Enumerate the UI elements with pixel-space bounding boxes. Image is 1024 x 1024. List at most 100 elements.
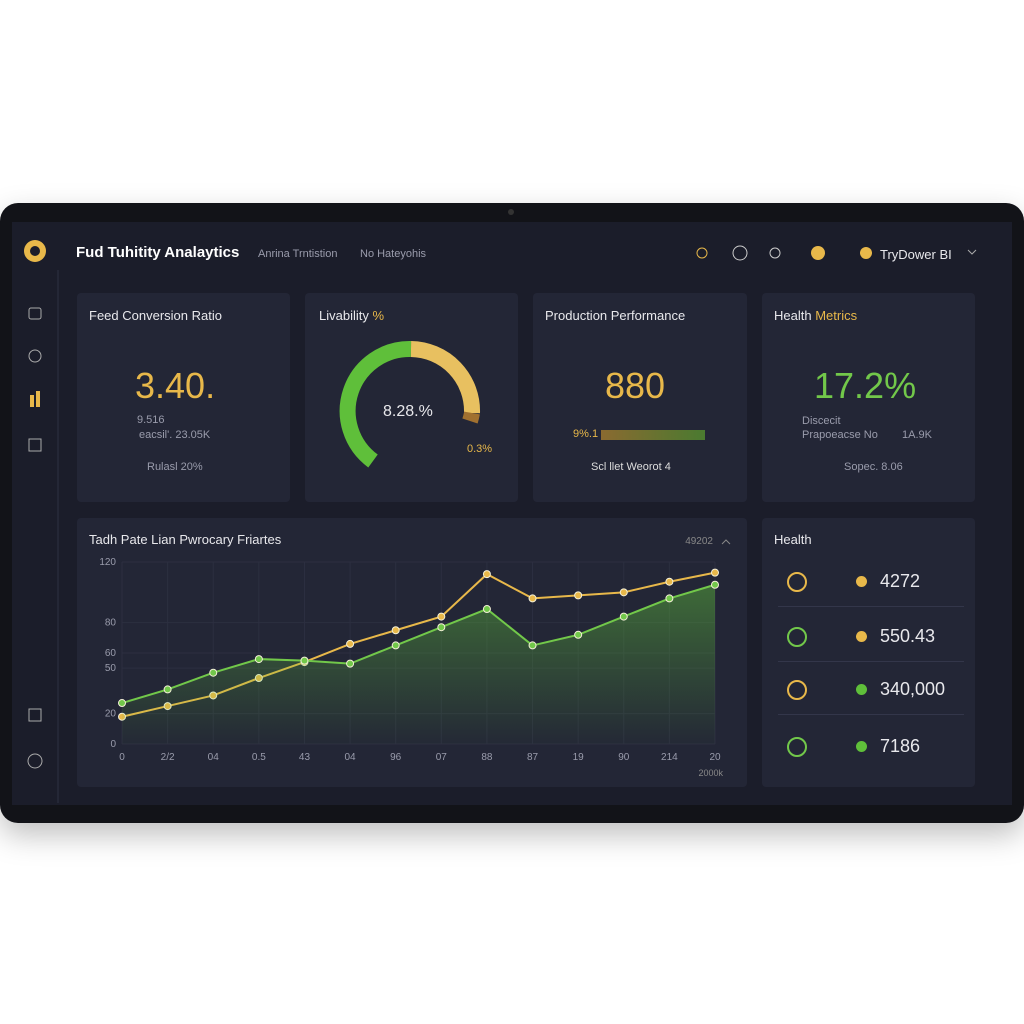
point — [391, 626, 400, 635]
nav-icon[interactable] — [28, 708, 42, 722]
health-icon — [787, 572, 807, 592]
point — [482, 605, 491, 614]
nav-icon[interactable] — [27, 753, 43, 769]
point — [437, 623, 446, 632]
kpi-footer: Rulasl 20% — [147, 461, 203, 473]
point — [574, 591, 583, 600]
camera — [508, 209, 514, 215]
x-tick-label: 0.5 — [252, 752, 266, 763]
collapse-chevron[interactable] — [721, 539, 731, 545]
header-icon[interactable] — [732, 245, 748, 261]
gauge-arc — [339, 340, 412, 468]
tab[interactable]: No Hateyohis — [360, 248, 427, 260]
y-tick-label: 60 — [105, 648, 117, 659]
gauge-arc — [462, 411, 480, 424]
y-tick-label: 20 — [105, 709, 117, 720]
health-icon — [787, 680, 807, 700]
point — [711, 568, 719, 577]
x-tick-label: 87 — [527, 752, 539, 763]
health-value: 550.43 — [880, 626, 936, 646]
x-tick-label: 04 — [208, 752, 220, 763]
card-title-accent: % — [372, 308, 385, 323]
kpi-card: Production Performance 880 9%.1 Scl llet… — [533, 293, 747, 502]
point — [346, 639, 355, 648]
status-dot — [856, 576, 867, 587]
health-icon — [787, 737, 807, 757]
card-title-accent: Metrics — [815, 308, 858, 323]
health-row: 7186 — [762, 732, 975, 760]
user-name[interactable]: TryDower BI — [880, 247, 952, 262]
point — [391, 641, 400, 650]
point — [482, 570, 491, 579]
gauge — [339, 340, 481, 468]
kpi-detail: Prapoeacse No — [802, 429, 878, 441]
health-icon-ring — [787, 737, 807, 757]
nav-icon[interactable] — [30, 395, 34, 407]
y-tick-label: 80 — [105, 618, 117, 629]
gauge-footer: 0.3% — [467, 443, 493, 455]
area — [122, 584, 715, 744]
x-tick-label: 07 — [436, 752, 448, 763]
tab[interactable]: Anrina Trntistion — [258, 248, 338, 260]
x-tick-label: 04 — [345, 752, 357, 763]
x-tick-label: 214 — [661, 752, 678, 763]
nav-icon[interactable] — [28, 438, 42, 452]
health-value: 4272 — [880, 571, 921, 591]
health-icon — [787, 627, 807, 647]
card-title: Health Metrics — [774, 308, 857, 323]
nav-icon[interactable] — [28, 307, 42, 320]
separator — [778, 661, 964, 662]
header-icon[interactable] — [811, 246, 825, 260]
x-tick-label: 0 — [119, 752, 125, 763]
card-title: Livability % — [319, 308, 384, 323]
app-title: Fud Tuhitity Analaytics — [76, 244, 240, 261]
point — [437, 612, 446, 621]
nav-icon[interactable] — [28, 349, 42, 363]
x-tick-label: 20 — [709, 752, 721, 763]
kpi-card: Livability % 8.28.% 0.3% — [305, 293, 518, 502]
kpi-footer: Sopec. 8.06 — [844, 461, 903, 473]
point — [619, 612, 628, 621]
kpi-detail: Discecit — [802, 415, 841, 427]
x-tick-label: 19 — [573, 752, 585, 763]
x-tick-label: 2/2 — [161, 752, 175, 763]
separator — [778, 714, 964, 715]
health-row: 550.43 — [762, 622, 975, 650]
point — [209, 668, 218, 677]
progress-bar — [601, 430, 705, 440]
point — [528, 594, 537, 603]
date-label: 49202 — [685, 536, 713, 547]
y-tick-label: 50 — [105, 663, 117, 674]
point — [574, 630, 583, 639]
card-title: Feed Conversion Ratio — [89, 308, 222, 323]
point — [665, 577, 674, 586]
y-tick-label: 0 — [110, 739, 116, 750]
dropdown-chevron[interactable] — [967, 249, 977, 255]
kpi-detail: 9.516 — [137, 414, 165, 426]
status-dot — [856, 631, 867, 642]
health-icon-ring — [787, 627, 807, 647]
point — [163, 685, 172, 694]
card-title-text: Health — [774, 308, 812, 323]
separator — [778, 606, 964, 607]
health-row: 4272 — [762, 567, 975, 595]
kpi-footer: Scl llet Weorot 4 — [591, 461, 671, 473]
header-icon[interactable] — [769, 247, 781, 259]
user-avatar[interactable] — [860, 247, 872, 259]
point — [665, 594, 674, 603]
point — [254, 655, 263, 664]
chart-title: Tadh Pate Lian Pwrocary Friartes — [89, 532, 282, 547]
header-icon[interactable] — [696, 247, 708, 259]
chart-card: Tadh Pate Lian Pwrocary Friartes 49202 2… — [77, 518, 747, 787]
status-dot — [856, 684, 867, 695]
line — [121, 583, 716, 705]
health-icon-ring — [787, 572, 807, 592]
kpi-card: Feed Conversion Ratio 3.40. 9.516 eacsil… — [77, 293, 290, 502]
health-icon-ring — [787, 680, 807, 700]
kpi-value: 17.2% — [814, 365, 917, 406]
kpi-detail: eacsil'. 23.05K — [139, 429, 211, 441]
x-note: 2000k — [698, 768, 723, 778]
point — [619, 588, 628, 597]
nav-icon[interactable] — [36, 391, 40, 407]
